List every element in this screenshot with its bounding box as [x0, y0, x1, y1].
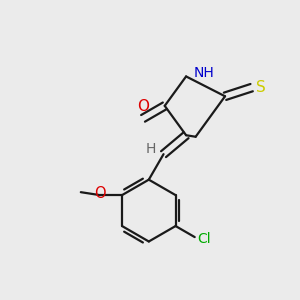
- Text: O: O: [94, 186, 106, 201]
- Text: NH: NH: [194, 67, 214, 80]
- Text: O: O: [137, 99, 149, 114]
- Text: S: S: [256, 80, 266, 95]
- Text: H: H: [146, 142, 156, 156]
- Text: Cl: Cl: [198, 232, 211, 246]
